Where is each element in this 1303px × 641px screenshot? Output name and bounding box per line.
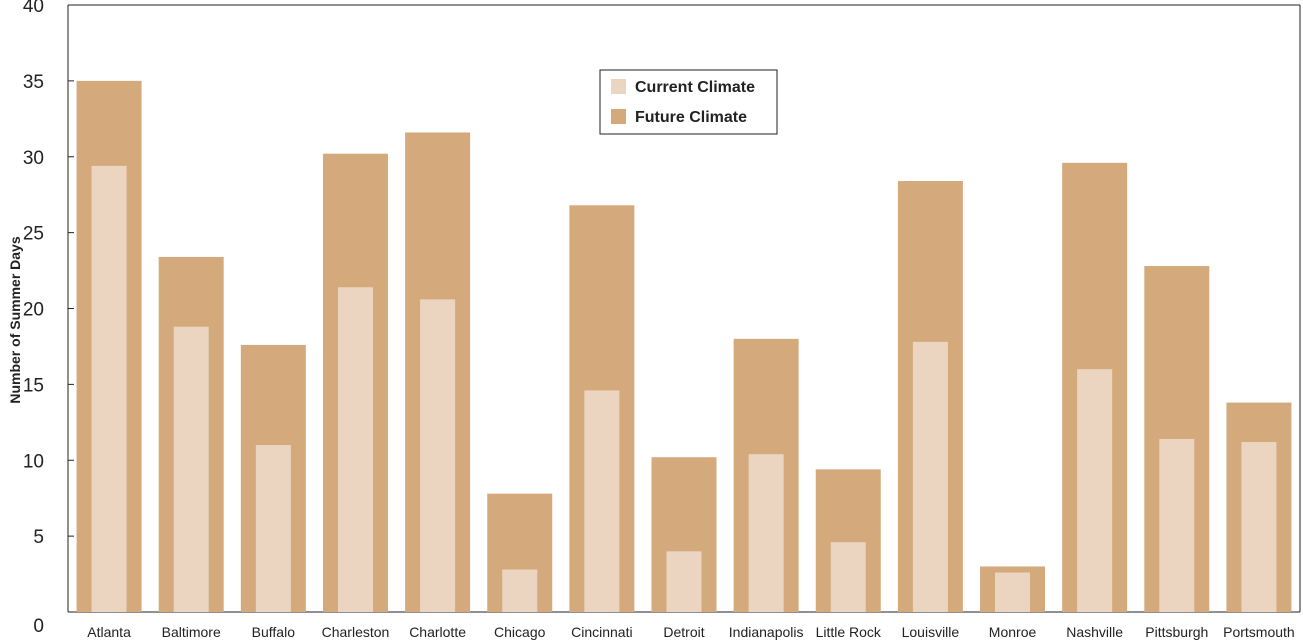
bar-current-cincinnati xyxy=(584,390,620,612)
x-tick-label: Charleston xyxy=(322,624,390,640)
bar-current-louisville xyxy=(912,341,948,612)
bar-current-buffalo xyxy=(255,445,291,612)
y-axis-ticks: 0 5 10 15 20 25 30 35 40 xyxy=(23,0,74,637)
y-tick-label: 20 xyxy=(23,300,44,321)
y-tick-label: 35 xyxy=(23,72,44,93)
bar-current-indianapolis xyxy=(748,454,784,612)
legend-label-current: Current Climate xyxy=(635,79,755,96)
x-tick-label: Monroe xyxy=(989,624,1037,640)
x-tick-label: Louisville xyxy=(902,624,960,640)
x-tick-label: Pittsburgh xyxy=(1145,624,1208,640)
y-tick-label: 40 xyxy=(23,0,44,17)
x-tick-label: Charlotte xyxy=(409,624,466,640)
bar-current-charlotte xyxy=(420,299,456,612)
x-tick-label: Little Rock xyxy=(816,624,882,640)
x-tick-label: Cincinnati xyxy=(571,624,632,640)
bar-current-chicago xyxy=(502,569,538,612)
bar-current-baltimore xyxy=(173,326,209,612)
y-tick-label: 15 xyxy=(23,375,44,396)
legend-box xyxy=(599,69,778,135)
y-tick-label: 10 xyxy=(23,451,44,472)
current-climate-bars xyxy=(91,165,1277,613)
bar-current-monroe xyxy=(995,572,1031,612)
legend-swatch-future xyxy=(611,109,626,124)
bar-current-charleston xyxy=(337,287,373,612)
bar-current-pittsburgh xyxy=(1159,439,1195,612)
y-tick-label: 30 xyxy=(23,148,44,169)
bar-current-detroit xyxy=(666,551,702,612)
x-tick-label: Indianapolis xyxy=(729,624,804,640)
y-tick-label: 0 xyxy=(33,616,44,637)
bar-current-nashville xyxy=(1077,369,1113,612)
x-tick-label: Detroit xyxy=(663,624,704,640)
x-tick-label: Buffalo xyxy=(252,624,296,640)
y-axis-label: Number of Summer Days xyxy=(7,236,23,403)
bar-current-atlanta xyxy=(91,165,127,613)
x-axis-categories: Atlanta Baltimore Buffalo Charleston Charlot… xyxy=(87,624,1294,640)
legend: Current Climate Future Climate xyxy=(599,69,778,135)
bar-current-little-rock xyxy=(830,542,866,612)
legend-swatch-current xyxy=(611,79,626,94)
legend-label-future: Future Climate xyxy=(635,109,747,126)
x-tick-label: Nashville xyxy=(1066,624,1123,640)
y-tick-label: 25 xyxy=(23,224,44,245)
x-tick-label: Chicago xyxy=(494,624,546,640)
x-tick-label: Baltimore xyxy=(162,624,221,640)
y-tick-label: 5 xyxy=(33,527,44,548)
bar-current-portsmouth xyxy=(1241,442,1277,612)
x-tick-label: Atlanta xyxy=(87,624,131,640)
x-tick-label: Portsmouth xyxy=(1223,624,1295,640)
